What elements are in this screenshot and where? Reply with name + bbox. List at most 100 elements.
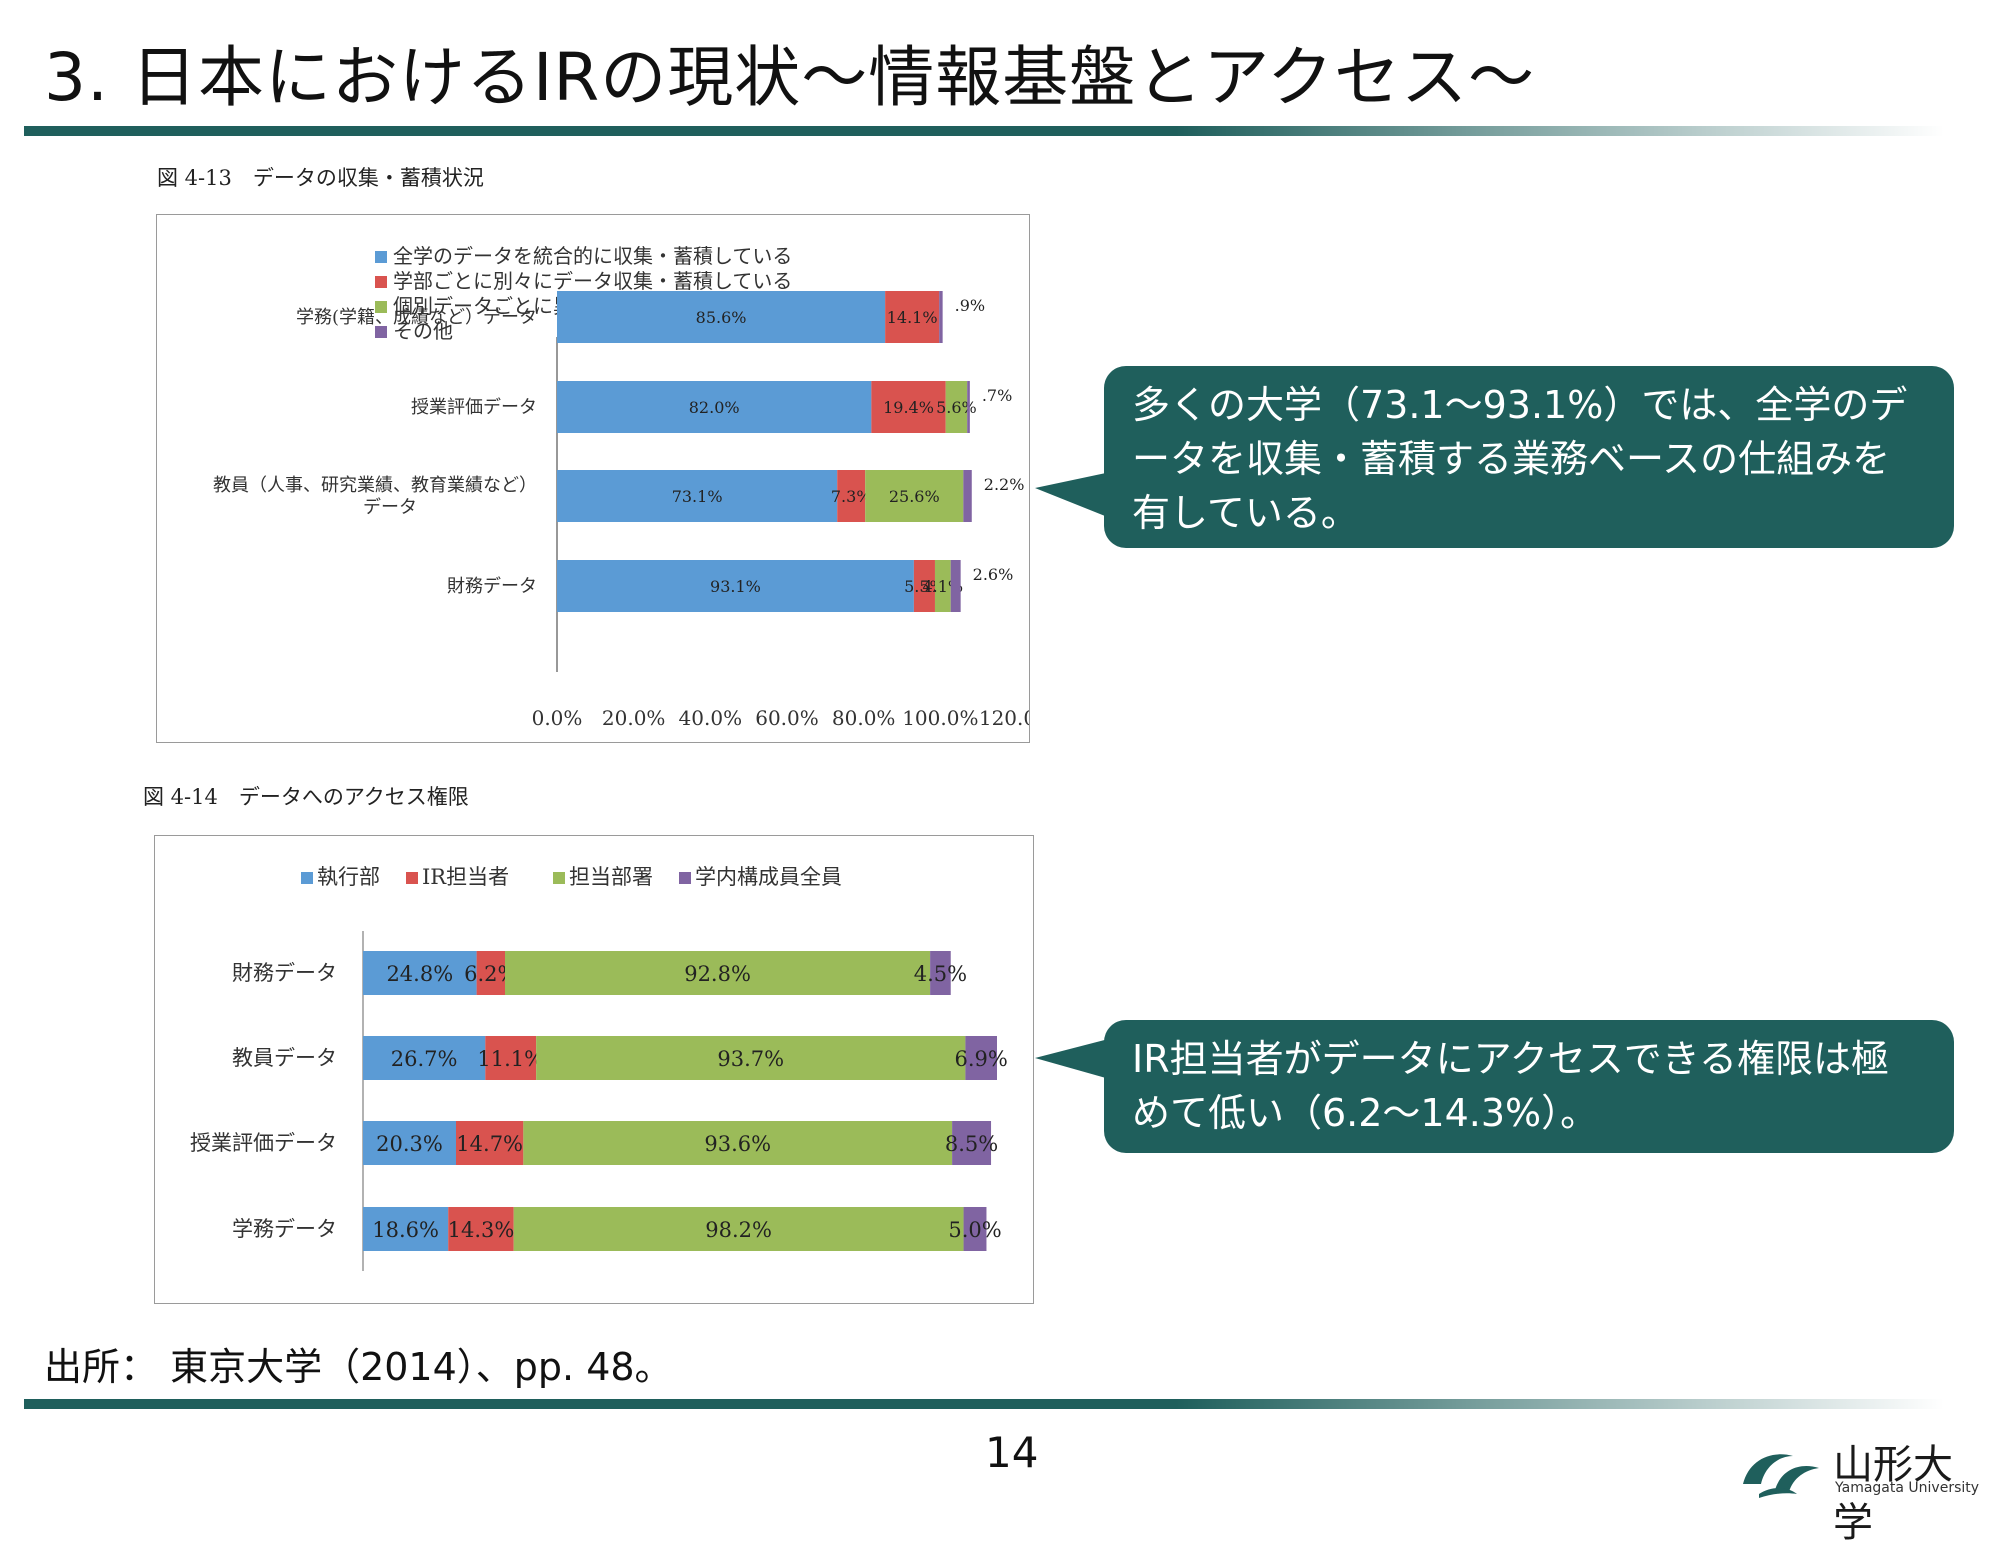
legend-label: その他: [393, 319, 453, 343]
data-label: 93.7%: [717, 1047, 784, 1071]
bar-segment: [513, 1207, 964, 1251]
logo-mark-icon: [1743, 1454, 1819, 1498]
title-underline: [24, 126, 1944, 136]
category-label: 財務データ: [447, 576, 537, 597]
chart1-svg: 全学のデータを統合的に収集・蓄積している学部ごとに別々にデータ収集・蓄積している…: [213, 244, 1055, 730]
data-label: 5.6%: [936, 398, 977, 417]
legend-swatch: [301, 872, 313, 884]
data-label: 92.8%: [684, 962, 751, 986]
bar-segment: [557, 381, 872, 433]
data-label: 24.8%: [386, 962, 453, 986]
chart-data-access: 執行部 IR担当者 担当部署 学内構成員全員 財務データ 24.8% 6.2% 92.8% 4.…: [154, 835, 1034, 1304]
x-tick-label: 40.0%: [679, 706, 743, 730]
data-label: 85.6%: [696, 308, 747, 327]
figure-caption-1: 図 4-13 データの収集・蓄積状況: [157, 166, 484, 190]
data-label: 4.5%: [914, 962, 967, 986]
bar-segment: [865, 470, 964, 522]
bar-segment: [950, 560, 961, 612]
legend-label: 執行部: [317, 865, 380, 889]
callout-pointer-2: [1035, 1036, 1120, 1082]
callout-collection: 多くの大学（73.1～93.1%）では、全学のデータを収集・蓄積する業務ベースの…: [1104, 366, 1954, 548]
x-tick-label: 100.0%: [902, 706, 978, 730]
bar-segment: [965, 1036, 997, 1080]
page-number: 14: [985, 1428, 1039, 1477]
bar-segment: [939, 291, 943, 343]
callout-access: IR担当者がデータにアクセスできる権限は極めて低い（6.2～14.3%）。: [1104, 1020, 1954, 1153]
data-label: 6.9%: [955, 1047, 1008, 1071]
bar-segment: [363, 1036, 486, 1080]
bar-segment: [557, 470, 838, 522]
footer-rule: [24, 1399, 1944, 1409]
data-label: 25.6%: [889, 487, 940, 506]
x-tick-label: 80.0%: [832, 706, 896, 730]
bar-segment: [837, 470, 866, 522]
bar-segment: [930, 951, 951, 995]
bar-segment: [952, 1121, 992, 1165]
legend-swatch: [375, 276, 387, 288]
bar-segment: [485, 1036, 537, 1080]
bar-segment: [455, 1121, 524, 1165]
bar-segment: [536, 1036, 966, 1080]
university-logo: 山形大学 Yamagata University: [1735, 1440, 1985, 1546]
data-label: 7.3%: [831, 487, 872, 506]
bar-segment: [363, 951, 477, 995]
chart-data-collection: 全学のデータを統合的に収集・蓄積している 学部ごとに別々にデータ収集・蓄積している…: [156, 214, 1055, 743]
bar-segment: [945, 381, 968, 433]
bar-segment: [913, 560, 935, 612]
bar-segment: [967, 381, 970, 433]
x-tick-label: 120.0%: [979, 706, 1029, 730]
category-label: 教員（人事、研究業績、教育業績など）: [213, 475, 537, 496]
bar-segment: [871, 381, 946, 433]
data-label: 14.3%: [448, 1218, 515, 1242]
data-label: 19.4%: [883, 398, 934, 417]
legend-label: 学内構成員全員: [695, 865, 842, 889]
category-label: 授業評価データ: [190, 1131, 337, 1155]
data-label: 2.6%: [973, 565, 1014, 584]
category-label: 財務データ: [232, 961, 337, 985]
source-citation: 出所： 東京大学（2014）、pp. 48。: [44, 1345, 673, 1389]
bar-segment: [557, 560, 914, 612]
callout-pointer-1: [1035, 470, 1120, 522]
data-label: 98.2%: [705, 1218, 772, 1242]
bar-segment: [557, 291, 886, 343]
data-label: 5.0%: [948, 1218, 1001, 1242]
data-label: 18.6%: [372, 1218, 439, 1242]
data-label: 20.3%: [376, 1132, 443, 1156]
data-label: 93.6%: [704, 1132, 771, 1156]
legend-swatch: [553, 872, 565, 884]
legend-swatch: [406, 872, 418, 884]
data-label: 8.5%: [945, 1132, 998, 1156]
logo-subtitle: Yamagata University: [1835, 1480, 1980, 1496]
category-label: 学務(学籍、成績など）データ: [296, 307, 537, 328]
legend-label: 担当部署: [569, 865, 653, 889]
x-tick-label: 60.0%: [755, 706, 819, 730]
data-label: 73.1%: [672, 487, 723, 506]
bar-segment: [363, 1207, 449, 1251]
data-label: .9%: [955, 296, 985, 315]
figure-caption-2: 図 4-14 データへのアクセス権限: [143, 785, 469, 809]
legend-swatch: [375, 326, 387, 338]
data-label: 14.1%: [887, 308, 938, 327]
bar-segment: [476, 951, 506, 995]
data-label: 26.7%: [391, 1047, 458, 1071]
bar-segment: [363, 1121, 456, 1165]
bar-segment: [934, 560, 951, 612]
data-label: 5.5%: [904, 577, 945, 596]
data-label: .7%: [982, 386, 1012, 405]
legend-swatch: [679, 872, 691, 884]
legend-swatch: [375, 301, 387, 313]
category-label: データ: [363, 497, 417, 518]
slide-title: 3. 日本におけるIRの現状～情報基盤とアクセス～: [44, 39, 1535, 116]
x-tick-label: 0.0%: [532, 706, 583, 730]
data-label: 82.0%: [689, 398, 740, 417]
data-label: 14.7%: [456, 1132, 523, 1156]
bar-segment: [963, 470, 972, 522]
legend-label: IR担当者: [422, 865, 509, 889]
x-tick-label: 20.0%: [602, 706, 666, 730]
data-label: 93.1%: [710, 577, 761, 596]
legend-label: 学部ごとに別々にデータ収集・蓄積している: [393, 269, 792, 293]
category-label: 授業評価データ: [411, 397, 537, 418]
category-label: 学務データ: [232, 1217, 337, 1241]
bar-segment: [963, 1207, 987, 1251]
